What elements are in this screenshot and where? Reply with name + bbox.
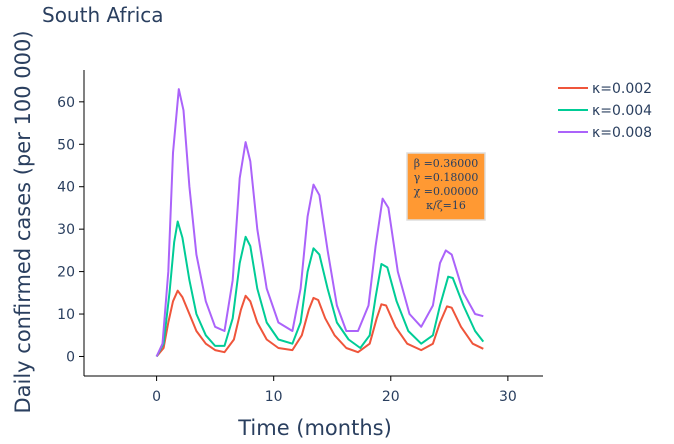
x-tick-label: 0 [152, 389, 161, 405]
series-line [155, 220, 485, 357]
x-tick-label: 30 [499, 389, 517, 405]
x-tick-label: 20 [382, 389, 400, 405]
legend-label: κ=0.008 [592, 125, 652, 141]
x-tick-label: 10 [265, 389, 283, 405]
y-tick-label: 0 [66, 349, 75, 365]
model-lines [155, 88, 485, 358]
plot-area [155, 88, 485, 358]
y-tick-label: 30 [57, 222, 75, 238]
annotation-box [406, 152, 486, 221]
y-tick-label: 10 [57, 307, 75, 323]
y-tick-label: 40 [57, 180, 75, 196]
x-axis-ticks: 0 10 20 30 [152, 376, 517, 405]
series-line [155, 289, 484, 358]
y-axis-ticks: 0 10 20 30 40 50 60 [57, 95, 84, 365]
series-line [155, 88, 484, 357]
annotation-line: γ =0.18000 [414, 171, 479, 184]
annotation-line: χ =0.00000 [414, 185, 479, 198]
legend-label: κ=0.004 [592, 103, 652, 119]
annotation-line: κ/ζ=16 [426, 199, 466, 212]
legend-label: κ=0.002 [592, 81, 652, 97]
annotation-line: β =0.36000 [414, 157, 479, 170]
y-tick-label: 60 [57, 95, 75, 111]
legend[interactable]: κ=0.002 κ=0.004 κ=0.008 [558, 81, 652, 141]
x-axis-label: Time (months) [237, 416, 392, 440]
y-tick-label: 20 [57, 265, 75, 281]
y-axis-label: Daily confirmed cases (per 100 000) [11, 30, 35, 413]
y-tick-label: 50 [57, 137, 75, 153]
chart-title: South Africa [42, 3, 164, 27]
